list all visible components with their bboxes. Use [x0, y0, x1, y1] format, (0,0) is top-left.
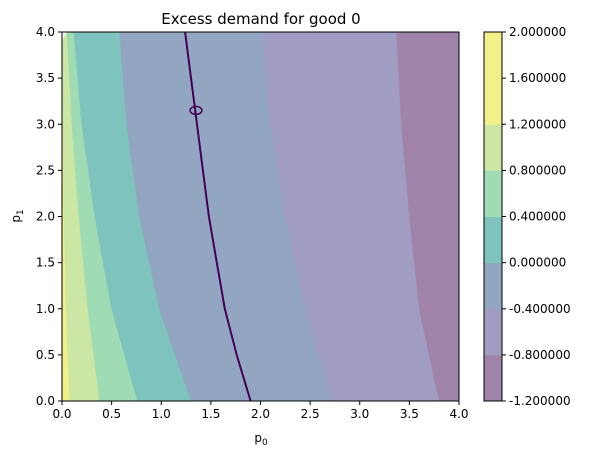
- colorbar-tick-label: -1.200000: [509, 394, 571, 408]
- x-tick-label: 4.0: [449, 407, 468, 421]
- x-tick-label: 2.0: [251, 407, 270, 421]
- y-axis: 0.0 0.5 1.0 1.5 2.0 2.5 3.0 3.5 4.0: [36, 25, 62, 408]
- colorbar-segment: [484, 262, 502, 310]
- x-tick-label: 3.0: [350, 407, 369, 421]
- x-axis-label: p0: [254, 431, 268, 448]
- colorbar-segment: [484, 170, 502, 217]
- chart-title: Excess demand for good 0: [161, 10, 360, 28]
- x-tick-label: 1.5: [201, 407, 220, 421]
- colorbar-segment: [484, 354, 502, 402]
- y-tick-label: 1.0: [36, 302, 55, 316]
- colorbar-segment: [484, 124, 502, 171]
- y-tick-label: 0.0: [36, 394, 55, 408]
- x-tick-label: 0.0: [52, 407, 71, 421]
- zero-contour-line: [184, 31, 252, 402]
- colorbar-segment: [484, 308, 502, 356]
- plot-area: [61, 31, 460, 402]
- y-axis-label: p1: [9, 209, 26, 222]
- x-axis-label-subscript: 0: [262, 438, 268, 448]
- x-tick-label: 2.5: [301, 407, 320, 421]
- colorbar-segment: [484, 32, 502, 79]
- colorbar-tick-label: 0.400000: [509, 210, 566, 224]
- y-tick-label: 2.5: [36, 163, 55, 177]
- colorbar-segment: [484, 216, 502, 264]
- y-tick-label: 0.5: [36, 348, 55, 362]
- x-axis-label-base: p: [254, 431, 262, 445]
- y-axis-label-subscript: 1: [16, 209, 26, 215]
- colorbar-tick-label: -0.800000: [509, 348, 571, 362]
- zero-contour-group: [184, 31, 252, 402]
- colorbar-tick-label: 2.000000: [509, 25, 566, 39]
- zero-contour-label: [189, 105, 203, 116]
- colorbar-tick-label: 0.800000: [509, 163, 566, 177]
- x-tick-label: 3.5: [400, 407, 419, 421]
- x-axis: 0.0 0.5 1.0 1.5 2.0 2.5 3.0 3.5 4.0: [52, 401, 469, 421]
- colorbar: 2.000000 1.600000 1.200000 0.800000 0.400000…: [483, 25, 571, 408]
- colorbar-tick-label: -0.400000: [509, 302, 571, 316]
- y-axis-label-base: p: [9, 215, 23, 223]
- x-tick-label: 1.0: [152, 407, 171, 421]
- y-tick-label: 2.0: [36, 210, 55, 224]
- colorbar-tick-label: 1.600000: [509, 71, 566, 85]
- x-tick-label: 0.5: [102, 407, 121, 421]
- y-tick-label: 3.0: [36, 117, 55, 131]
- colorbar-tick-label: 0.000000: [509, 256, 566, 270]
- y-tick-label: 4.0: [36, 25, 55, 39]
- contour-bands: [61, 31, 460, 402]
- y-tick-label: 3.5: [36, 71, 55, 85]
- y-tick-label: 1.5: [36, 256, 55, 270]
- colorbar-tick-label: 1.200000: [509, 117, 566, 131]
- colorbar-segment: [484, 78, 502, 125]
